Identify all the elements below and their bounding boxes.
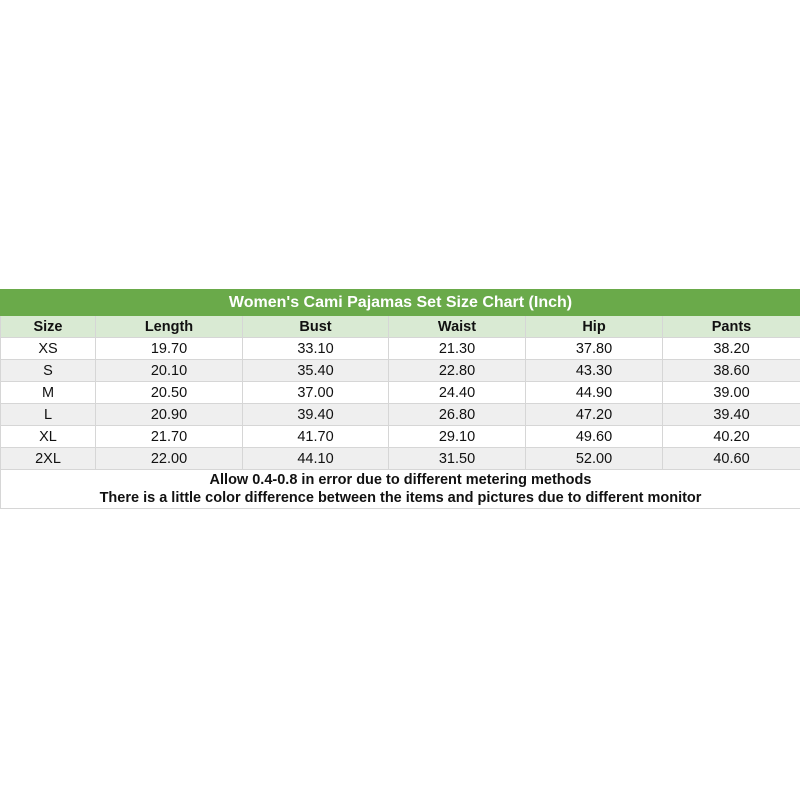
table-cell: 20.10 [95, 359, 243, 382]
chart-title: Women's Cami Pajamas Set Size Chart (Inc… [0, 289, 800, 316]
table-row: L 20.90 39.40 26.80 47.20 39.40 [0, 403, 800, 426]
table-cell: 39.40 [242, 403, 389, 426]
table-cell: 29.10 [388, 425, 526, 448]
table-cell: 47.20 [525, 403, 663, 426]
column-header: Bust [242, 315, 389, 338]
column-header: Pants [661, 315, 800, 338]
column-header: Hip [525, 315, 663, 338]
table-cell: 40.20 [661, 425, 800, 448]
table-cell: 39.40 [661, 403, 800, 426]
table-cell: 40.60 [661, 447, 800, 470]
note-line: Allow 0.4-0.8 in error due to different … [209, 472, 592, 488]
table-cell: 20.50 [95, 381, 243, 404]
column-header: Size [0, 315, 96, 338]
table-cell: 35.40 [242, 359, 389, 382]
table-cell: 44.90 [525, 381, 663, 404]
table-cell: 43.30 [525, 359, 663, 382]
table-cell: 26.80 [388, 403, 526, 426]
table-cell: 19.70 [95, 337, 243, 360]
table-cell: 41.70 [242, 425, 389, 448]
table-cell: XL [0, 425, 96, 448]
table-cell: 37.00 [242, 381, 389, 404]
table-cell: 2XL [0, 447, 96, 470]
header-row: Size Length Bust Waist Hip Pants [0, 315, 800, 338]
table-cell: 52.00 [525, 447, 663, 470]
table-cell: 37.80 [525, 337, 663, 360]
table-cell: 24.40 [388, 381, 526, 404]
note-line: There is a little color difference betwe… [99, 490, 702, 506]
table-cell: 38.20 [661, 337, 800, 360]
table-cell: 38.60 [661, 359, 800, 382]
table-cell: XS [0, 337, 96, 360]
table-row: 2XL 22.00 44.10 31.50 52.00 40.60 [0, 447, 800, 470]
column-header: Waist [388, 315, 526, 338]
table-cell: 22.80 [388, 359, 526, 382]
table-row: M 20.50 37.00 24.40 44.90 39.00 [0, 381, 800, 404]
table-cell: 31.50 [388, 447, 526, 470]
table-row: XL 21.70 41.70 29.10 49.60 40.20 [0, 425, 800, 448]
size-chart: Women's Cami Pajamas Set Size Chart (Inc… [0, 289, 800, 509]
table-cell: 20.90 [95, 403, 243, 426]
table-row: S 20.10 35.40 22.80 43.30 38.60 [0, 359, 800, 382]
notes: Allow 0.4-0.8 in error due to different … [0, 469, 800, 509]
size-chart-table: Women's Cami Pajamas Set Size Chart (Inc… [0, 289, 800, 509]
column-header: Length [95, 315, 243, 338]
table-row: XS 19.70 33.10 21.30 37.80 38.20 [0, 337, 800, 360]
table-cell: 22.00 [95, 447, 243, 470]
table-cell: 21.30 [388, 337, 526, 360]
table-cell: 21.70 [95, 425, 243, 448]
table-cell: 44.10 [242, 447, 389, 470]
table-cell: S [0, 359, 96, 382]
table-cell: L [0, 403, 96, 426]
table-cell: 39.00 [661, 381, 800, 404]
table-cell: 49.60 [525, 425, 663, 448]
table-cell: 33.10 [242, 337, 389, 360]
table-cell: M [0, 381, 96, 404]
